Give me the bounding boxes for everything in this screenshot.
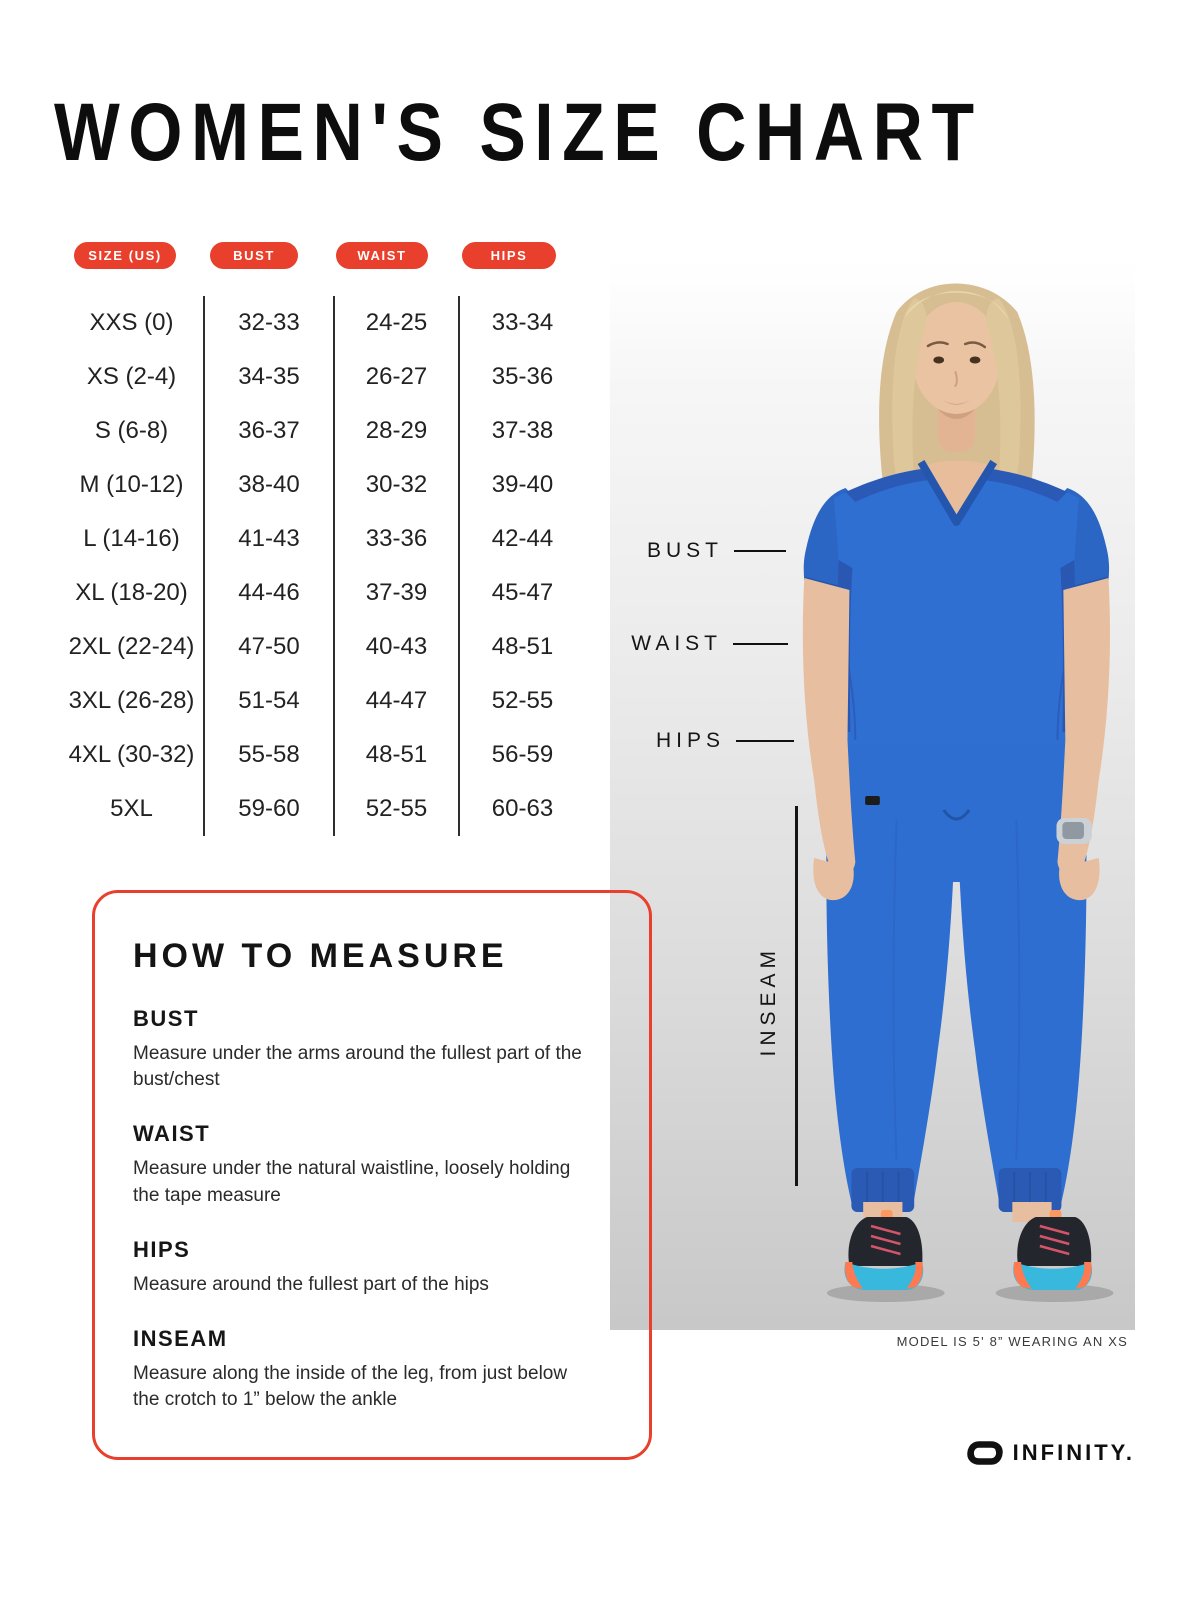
measure-section-text: Measure under the natural waistline, loo… <box>133 1158 571 1206</box>
column-pill-hips: HIPS <box>462 242 556 269</box>
inseam-pointer-line <box>795 806 798 1186</box>
model-illustration <box>802 283 1114 1302</box>
brand-name: INFINITY. <box>1012 1440 1135 1465</box>
size-cell: M (10-12) <box>79 471 184 498</box>
size-cell: 5XL <box>110 795 153 822</box>
size-cell: 41-43 <box>203 512 333 566</box>
size-cell: 44-46 <box>203 566 333 620</box>
model-caption: MODEL IS 5' 8” WEARING AN XS <box>896 1334 1128 1349</box>
measure-section-label: BUST <box>133 1006 199 1031</box>
size-cell: 56-59 <box>458 728 585 782</box>
measure-section-label: WAIST <box>133 1121 211 1147</box>
size-cell: 39-40 <box>458 458 585 512</box>
size-cell: 52-55 <box>333 782 458 836</box>
size-cell: XS (2-4) <box>86 363 177 390</box>
size-cell: 48-51 <box>333 728 458 782</box>
size-cell: 34-35 <box>203 350 333 404</box>
brand-logo: INFINITY. <box>0 1440 1135 1466</box>
size-cell: 42-44 <box>458 512 585 566</box>
measure-section-label: INSEAM <box>133 1326 228 1352</box>
measure-section-hips: HIPS Measure around the fullest part of … <box>133 1237 609 1298</box>
infinity-logo-icon <box>966 1440 1004 1466</box>
size-cell: 32-33 <box>203 296 333 350</box>
figure-label-inseam: INSEAM <box>757 946 780 1057</box>
size-cell: XL (18-20) <box>75 579 188 606</box>
size-cell: 48-51 <box>458 620 585 674</box>
size-cell: 30-32 <box>333 458 458 512</box>
bust-pointer-line <box>734 550 786 552</box>
size-cell: 51-54 <box>203 674 333 728</box>
size-cell: 45-47 <box>458 566 585 620</box>
size-cell: XXS (0) <box>89 309 174 336</box>
size-cell: 28-29 <box>333 404 458 458</box>
size-cell: L (14-16) <box>83 525 180 552</box>
size-cell: 60-63 <box>458 782 585 836</box>
sneaker-left <box>844 1210 924 1290</box>
measure-section-label: HIPS <box>133 1236 191 1262</box>
size-cell: 38-40 <box>203 458 333 512</box>
size-cell: 40-43 <box>333 620 458 674</box>
measure-section-waist: WAIST Measure under the natural waistlin… <box>133 1121 609 1208</box>
size-cell: 24-25 <box>333 296 458 350</box>
size-cell: 47-50 <box>203 620 333 674</box>
size-cell: 26-27 <box>333 350 458 404</box>
size-cell: 33-34 <box>458 296 585 350</box>
how-to-measure-box: HOW TO MEASURE BUST Measure under the ar… <box>92 890 652 1460</box>
size-cell: S (6-8) <box>94 417 169 444</box>
figure-label-hips: HIPS <box>576 729 794 753</box>
measure-section-text: Measure along the inside of the leg, fro… <box>133 1363 568 1411</box>
size-cell: 37-38 <box>458 404 585 458</box>
measure-section-bust: BUST Measure under the arms around the f… <box>133 1006 609 1093</box>
size-cell: 44-47 <box>333 674 458 728</box>
how-to-measure-heading: HOW TO MEASURE <box>133 937 508 975</box>
sneaker-right <box>1013 1210 1093 1290</box>
hips-pointer-line <box>736 740 794 742</box>
figure-label-bust-text: BUST <box>646 539 723 562</box>
measure-section-text: Measure around the fullest part of the h… <box>133 1273 489 1295</box>
measure-section-text: Measure under the arms around the fulles… <box>133 1043 582 1091</box>
size-cell: 35-36 <box>458 350 585 404</box>
size-cell: 4XL (30-32) <box>68 741 195 768</box>
measure-section-inseam: INSEAM Measure along the inside of the l… <box>133 1326 609 1413</box>
figure-label-bust: BUST <box>576 539 786 563</box>
column-pill-size: SIZE (US) <box>74 242 176 269</box>
model-photo <box>610 260 1135 1330</box>
size-cell: 3XL (26-28) <box>68 687 195 714</box>
size-cell: 37-39 <box>333 566 458 620</box>
figure-label-hips-text: HIPS <box>655 729 725 752</box>
size-cell: 55-58 <box>203 728 333 782</box>
column-pill-waist: WAIST <box>336 242 428 269</box>
size-cell: 59-60 <box>203 782 333 836</box>
size-cell: 2XL (22-24) <box>68 633 195 660</box>
page-title: WOMEN'S SIZE CHART <box>54 87 983 178</box>
waist-pointer-line <box>733 643 788 645</box>
size-table: XXS (0) 32-33 24-25 33-34 XS (2-4) 34-35 26-27… <box>60 296 585 836</box>
size-cell: 33-36 <box>333 512 458 566</box>
size-cell: 52-55 <box>458 674 585 728</box>
size-cell: 36-37 <box>203 404 333 458</box>
figure-label-waist-text: WAIST <box>631 632 722 655</box>
column-pill-bust: BUST <box>210 242 298 269</box>
figure-label-waist: WAIST <box>576 632 788 656</box>
